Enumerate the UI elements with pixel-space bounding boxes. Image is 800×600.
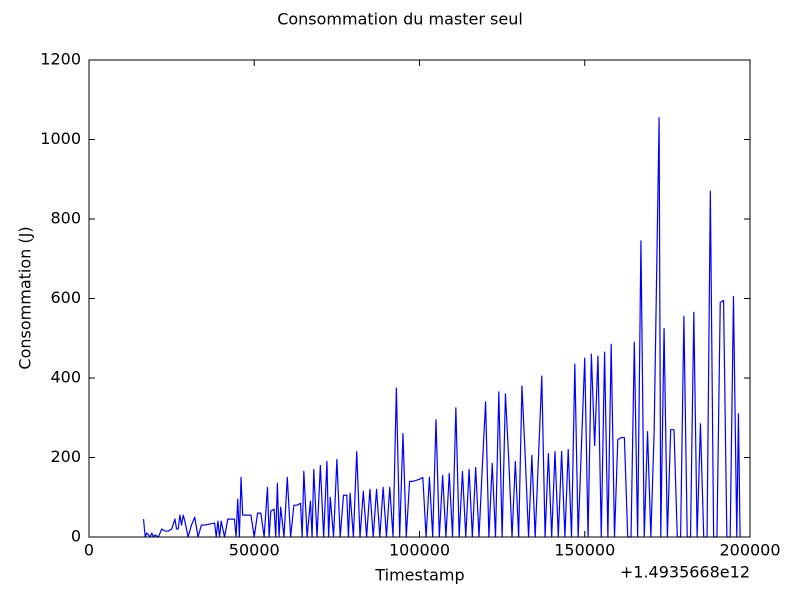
y-tick-label: 400 xyxy=(50,368,81,387)
x-tick-label: 0 xyxy=(84,541,94,560)
plot-frame xyxy=(88,59,751,538)
x-tick-label: 100000 xyxy=(389,541,450,560)
chart-title: Consommation du master seul xyxy=(277,10,523,29)
x-axis-label: Timestamp xyxy=(374,566,464,585)
data-line xyxy=(142,117,741,538)
x-offset-label: +1.4935668e12 xyxy=(620,563,750,582)
y-tick-label: 800 xyxy=(50,209,81,228)
y-tick-label: 1200 xyxy=(40,50,81,69)
y-tick-label: 600 xyxy=(50,288,81,307)
x-tick-label: 200000 xyxy=(719,541,780,560)
y-axis-label: Consommation (J) xyxy=(16,226,35,369)
y-tick-label: 1000 xyxy=(40,129,81,148)
x-tick-label: 50000 xyxy=(229,541,280,560)
x-tick-label: 150000 xyxy=(554,541,615,560)
y-tick-label: 0 xyxy=(71,527,81,546)
y-tick-label: 200 xyxy=(50,447,81,466)
